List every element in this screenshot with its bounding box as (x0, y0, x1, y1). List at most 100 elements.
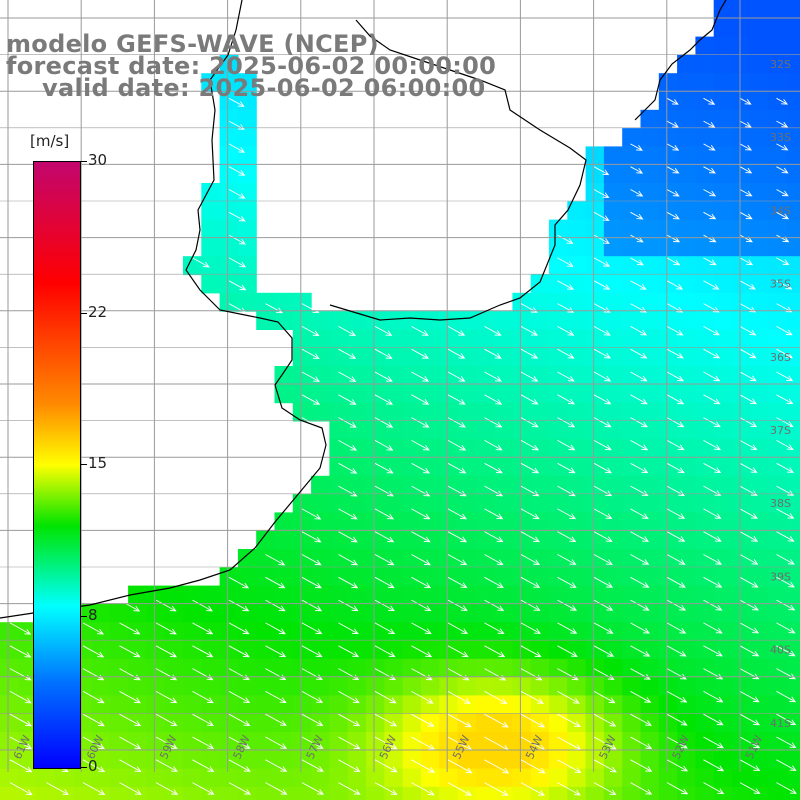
wind-cell (494, 585, 513, 605)
wind-cell (622, 768, 642, 788)
wind-cell (768, 237, 788, 257)
wind-cell (146, 768, 166, 788)
wind-cell (366, 384, 385, 404)
wind-cell (567, 494, 587, 513)
wind-cell (713, 384, 733, 404)
wind-cell (567, 549, 587, 568)
wind-cell (768, 329, 788, 349)
wind-arrow (593, 166, 610, 176)
wind-arrow (520, 713, 546, 728)
wind-cell (292, 695, 312, 715)
wind-cell (658, 549, 678, 568)
wind-cell (567, 219, 587, 239)
wind-cell (585, 292, 605, 312)
wind-cell (292, 768, 312, 788)
wind-cell (677, 640, 696, 660)
wind-cell (750, 640, 770, 660)
wind-cell (347, 549, 367, 568)
wind-cell (658, 677, 678, 696)
wind-cell (603, 622, 623, 642)
wind-cell (768, 366, 788, 385)
wind-arrow (520, 576, 541, 588)
wind-cell (402, 420, 422, 440)
wind-cell (640, 732, 660, 751)
legend-tick (80, 767, 87, 768)
wind-cell (768, 622, 788, 642)
wind-cell (658, 786, 678, 800)
wind-cell (603, 146, 623, 166)
wind-cell (201, 768, 221, 788)
wind-cell (732, 677, 751, 696)
wind-cell (695, 640, 715, 660)
wind-arrow (703, 189, 717, 197)
wind-cell (530, 366, 550, 385)
wind-arrow (411, 394, 430, 405)
wind-cell (750, 622, 770, 642)
wind-cell (622, 311, 642, 330)
wind-arrow (228, 189, 246, 199)
wind-cell (384, 603, 404, 623)
wind-cell (274, 603, 294, 623)
wind-cell (567, 329, 587, 349)
wind-cell (549, 585, 568, 605)
wind-cell (695, 311, 715, 330)
wind-cell (457, 549, 477, 568)
wind-cell (585, 494, 605, 513)
wind-cell (329, 494, 349, 513)
wind-cell (768, 402, 788, 422)
wind-cell (750, 292, 770, 312)
wind-cell (567, 750, 587, 770)
wind-cell (567, 768, 587, 788)
wind-cell (603, 292, 623, 312)
wind-cell (695, 677, 715, 696)
wind-cell (311, 677, 330, 696)
wind-cell (219, 585, 239, 605)
wind-cell (768, 109, 788, 129)
wind-cell (292, 292, 312, 312)
wind-arrow (593, 713, 617, 727)
wind-cell (128, 585, 147, 605)
wind-cell (274, 292, 294, 312)
wind-arrow (776, 280, 793, 290)
wind-cell (750, 530, 770, 550)
latitude-label: 41S (770, 717, 791, 730)
wind-cell (603, 695, 623, 715)
wind-arrow (776, 166, 789, 174)
wind-cell (366, 475, 385, 495)
wind-cell (494, 494, 513, 513)
wind-cell (640, 695, 660, 715)
wind-cell (256, 695, 276, 715)
wind-cell (585, 384, 605, 404)
wind-arrow (630, 440, 649, 451)
wind-cell (219, 713, 239, 733)
wind-cell (567, 695, 587, 715)
wind-cell (109, 695, 129, 715)
wind-cell (530, 603, 550, 623)
wind-cell (603, 567, 623, 587)
wind-arrow (228, 622, 250, 635)
wind-cell (0, 640, 19, 660)
wind-cell (274, 585, 294, 605)
wind-cell (713, 54, 733, 74)
wind-arrow (776, 554, 795, 565)
wind-cell (439, 585, 459, 605)
wind-cell (292, 384, 312, 404)
wind-cell (549, 603, 568, 623)
wind-cell (786, 494, 800, 513)
wind-cell (658, 164, 678, 184)
wind-arrow (557, 417, 576, 428)
wind-arrow (630, 166, 644, 174)
wind-arrow (739, 576, 759, 588)
wind-cell (311, 695, 330, 715)
wind-cell (786, 457, 800, 477)
wind-cell (567, 402, 587, 422)
east-coastline (634, 0, 727, 121)
wind-cell (732, 54, 751, 74)
wind-arrow (630, 189, 644, 197)
wind-arrow (666, 508, 686, 519)
wind-cell (732, 219, 751, 239)
wind-cell (311, 567, 330, 587)
wind-arrow (666, 713, 688, 726)
wind-arrow (9, 713, 33, 727)
wind-cell (402, 585, 422, 605)
